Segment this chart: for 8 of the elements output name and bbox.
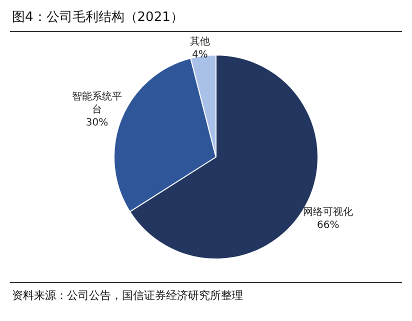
data-label: 4% (192, 50, 208, 61)
chart-title: 图4：公司毛利结构（2021） (12, 9, 184, 26)
data-label: 66% (317, 220, 340, 231)
slice-label: 智能系统平台 (72, 90, 122, 116)
slice-label: 其他 (190, 36, 210, 48)
slice-label: 网络可视化 (303, 206, 354, 218)
data-label: 30% (86, 117, 108, 128)
text: 资料来源：公司公告，国信证券经济研究所整理 (12, 288, 243, 303)
